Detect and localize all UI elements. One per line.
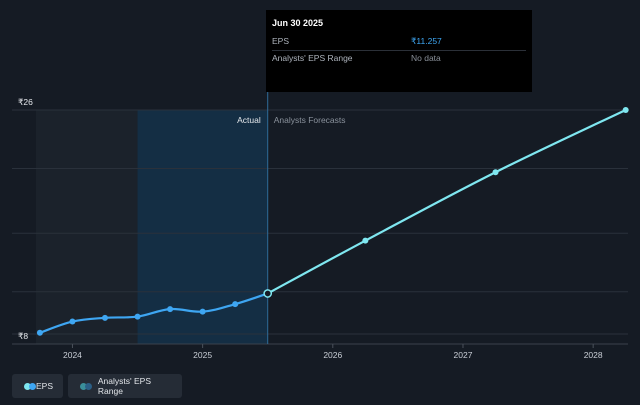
legend-eps-label: EPS	[35, 381, 53, 391]
tooltip-eps-value: ₹11.257	[411, 36, 442, 46]
x-tick-label-2025: 2025	[193, 350, 212, 360]
eps-actual-point[interactable]	[232, 301, 239, 308]
x-tick-label-2026: 2026	[323, 350, 342, 360]
eps-actual-point[interactable]	[167, 306, 174, 313]
eps-actual-point[interactable]	[134, 313, 141, 320]
legend-eps-toggle[interactable]: EPS	[12, 374, 63, 398]
tooltip-range-label: Analysts' EPS Range	[272, 53, 353, 63]
eps-forecast-point[interactable]	[492, 169, 499, 176]
tooltip-eps-label: EPS	[272, 36, 290, 46]
series-layer	[36, 107, 629, 336]
x-tick-label-2028: 2028	[584, 350, 603, 360]
legend-range-toggle[interactable]: Analysts' EPS Range	[68, 374, 182, 398]
eps-highlighted-point[interactable]	[263, 289, 273, 298]
eps-forecast-point[interactable]	[362, 237, 369, 244]
eps-actual-point[interactable]	[101, 314, 108, 321]
gridlines	[12, 109, 628, 345]
legend-range-label: Analysts' EPS Range	[97, 376, 152, 396]
x-tick-label-2027: 2027	[454, 350, 473, 360]
eps-forecast-line	[266, 108, 627, 295]
hover-tooltip: Jun 30 2025 EPS ₹11.257 Analysts' EPS Ra…	[266, 10, 532, 92]
y-label-bottom: ₹8	[18, 331, 28, 341]
tooltip-range-row: Analysts' EPS Range No data	[272, 50, 526, 66]
actual-region-label: Actual	[237, 115, 261, 125]
tooltip-date: Jun 30 2025	[272, 18, 324, 28]
range-legend-icon	[80, 382, 93, 390]
tooltip-range-value: No data	[411, 53, 441, 63]
y-label-top: ₹26	[18, 97, 33, 107]
forecast-region-label: Analysts Forecasts	[274, 115, 346, 125]
eps-actual-point[interactable]	[199, 308, 206, 315]
x-tick-label-2024: 2024	[63, 350, 82, 360]
x-axis: 2024 2025 2026 2027 2028	[63, 344, 603, 360]
eps-actual-point[interactable]	[36, 329, 43, 336]
actual-highlight-band	[137, 110, 268, 344]
eps-actual-point[interactable]	[69, 318, 76, 325]
eps-legend-icon	[24, 382, 36, 390]
tooltip-eps-row: EPS ₹11.257	[272, 34, 526, 50]
past-period-shade	[36, 110, 138, 344]
eps-forecast-point[interactable]	[622, 107, 629, 113]
